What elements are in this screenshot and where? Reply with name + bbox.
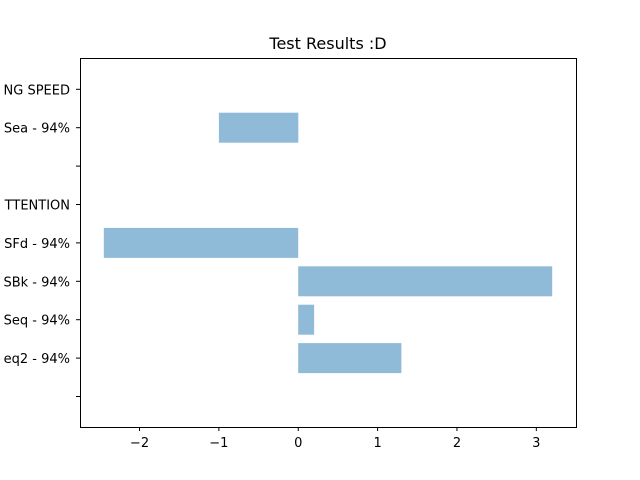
- y-tick-label-2: Seq - 94%: [4, 314, 70, 329]
- y-tick-label-4: SFd - 94%: [4, 237, 70, 252]
- bars-group: [103, 112, 553, 374]
- x-tick-label-3: 1: [373, 436, 381, 451]
- y-tick-label-7: Sea - 94%: [4, 122, 70, 137]
- y-axis: eq2 - 94% Seq - 94% SBk - 94% SFd - 94% TTEN…: [3, 83, 80, 397]
- bar-1: [298, 343, 402, 374]
- x-tick-label-5: 3: [532, 436, 540, 451]
- y-tick-label-3: SBk - 94%: [3, 275, 70, 290]
- x-tick-label-2: 0: [294, 436, 302, 451]
- y-tick-label-1: eq2 - 94%: [4, 352, 70, 367]
- plot-frame: [80, 58, 577, 428]
- x-tick-label-1: −1: [209, 436, 228, 451]
- bar-3: [298, 266, 553, 297]
- bar-4: [103, 227, 299, 258]
- chart-title: Test Results :D: [268, 34, 386, 53]
- x-tick-label-4: 2: [453, 436, 461, 451]
- y-tick-label-5: TTENTION: [4, 199, 70, 214]
- bar-2: [298, 304, 315, 335]
- bar-7: [218, 112, 299, 143]
- x-tick-label-0: −2: [130, 436, 149, 451]
- y-tick-label-8: NG SPEED: [4, 83, 70, 98]
- x-axis: −2 −1 0 1 2 3: [130, 427, 540, 451]
